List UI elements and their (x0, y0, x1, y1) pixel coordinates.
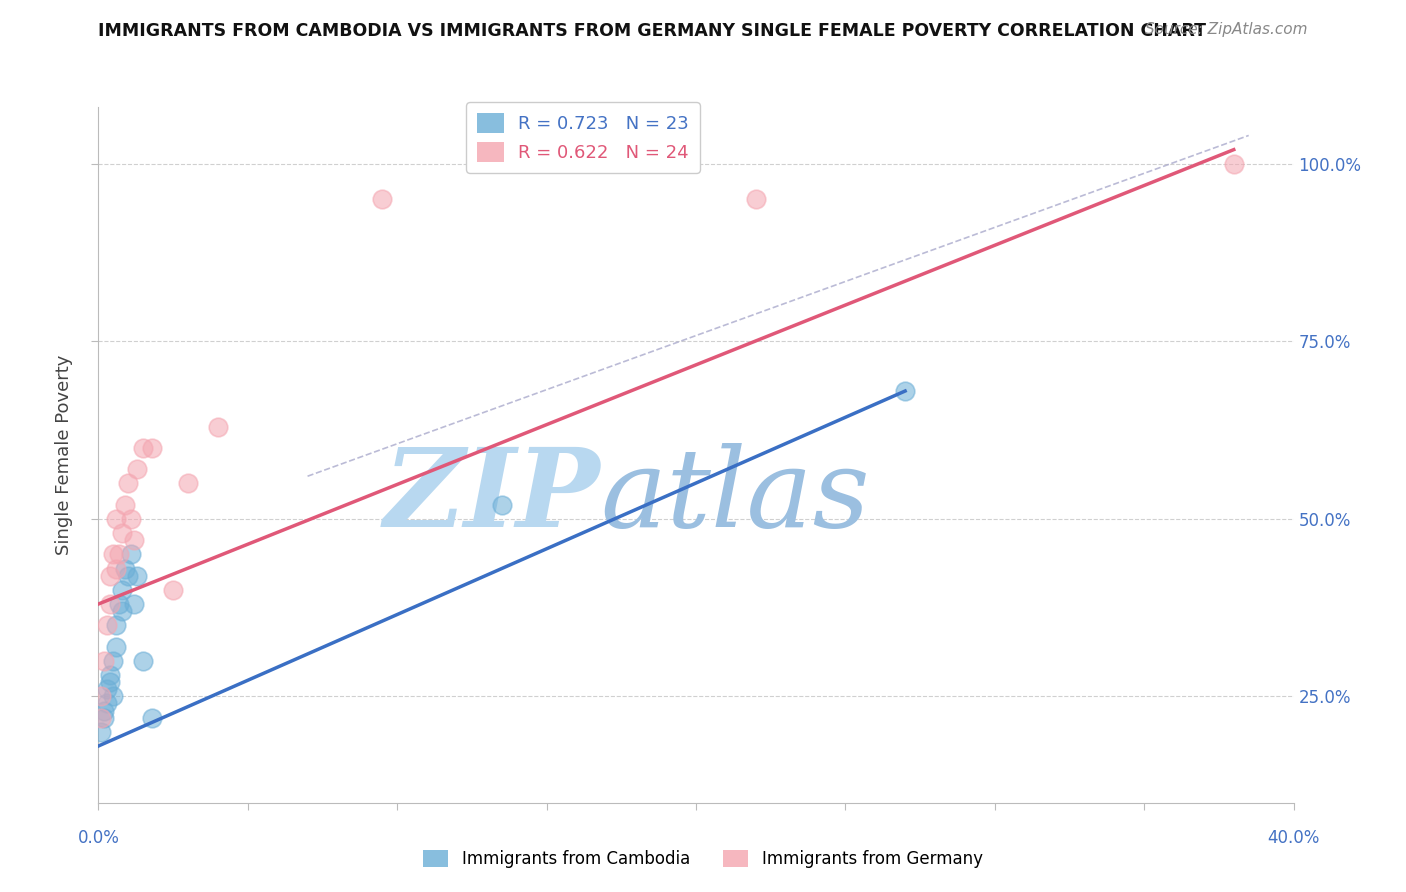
Point (117, 476, 139, 491)
Text: atlas: atlas (600, 443, 870, 550)
Point (100, 668, 122, 682)
Point (111, 582, 134, 597)
Point (371, 192, 394, 206)
Point (90, 724, 112, 739)
Point (108, 547, 131, 561)
Point (141, 441, 163, 455)
Point (491, 498, 513, 512)
Point (105, 512, 128, 526)
Legend: Immigrants from Cambodia, Immigrants from Germany: Immigrants from Cambodia, Immigrants fro… (416, 843, 990, 875)
Point (96, 697, 118, 711)
Point (100, 568, 122, 582)
Point (124, 533, 146, 548)
Point (93, 710, 115, 724)
Point (105, 618, 128, 632)
Point (1223, 157, 1246, 171)
Point (103, 654, 125, 668)
Point (141, 710, 163, 724)
Point (90, 710, 112, 724)
Point (132, 441, 155, 455)
Point (207, 419, 229, 434)
Legend: R = 0.723   N = 23, R = 0.622   N = 24: R = 0.723 N = 23, R = 0.622 N = 24 (465, 103, 700, 173)
Y-axis label: Single Female Poverty: Single Female Poverty (55, 355, 73, 555)
Text: 40.0%: 40.0% (1267, 829, 1320, 847)
Point (105, 561, 128, 575)
Point (90, 690, 112, 704)
Point (745, 192, 768, 206)
Point (111, 604, 134, 618)
Point (96, 682, 118, 697)
Point (105, 640, 128, 654)
Text: Source: ZipAtlas.com: Source: ZipAtlas.com (1144, 22, 1308, 37)
Point (120, 512, 142, 526)
Point (114, 561, 136, 575)
Point (894, 384, 917, 398)
Point (127, 568, 149, 582)
Text: ZIP: ZIP (384, 443, 600, 550)
Point (100, 675, 122, 690)
Point (108, 597, 131, 611)
Point (93, 704, 115, 718)
Point (117, 568, 139, 582)
Point (114, 498, 136, 512)
Point (127, 462, 149, 476)
Point (124, 597, 146, 611)
Point (103, 690, 125, 704)
Point (132, 654, 155, 668)
Point (93, 654, 115, 668)
Point (100, 597, 122, 611)
Point (111, 526, 134, 541)
Text: 0.0%: 0.0% (77, 829, 120, 847)
Point (177, 476, 200, 491)
Point (162, 582, 184, 597)
Point (120, 547, 142, 561)
Point (103, 547, 125, 561)
Text: IMMIGRANTS FROM CAMBODIA VS IMMIGRANTS FROM GERMANY SINGLE FEMALE POVERTY CORREL: IMMIGRANTS FROM CAMBODIA VS IMMIGRANTS F… (98, 22, 1206, 40)
Point (96, 618, 118, 632)
